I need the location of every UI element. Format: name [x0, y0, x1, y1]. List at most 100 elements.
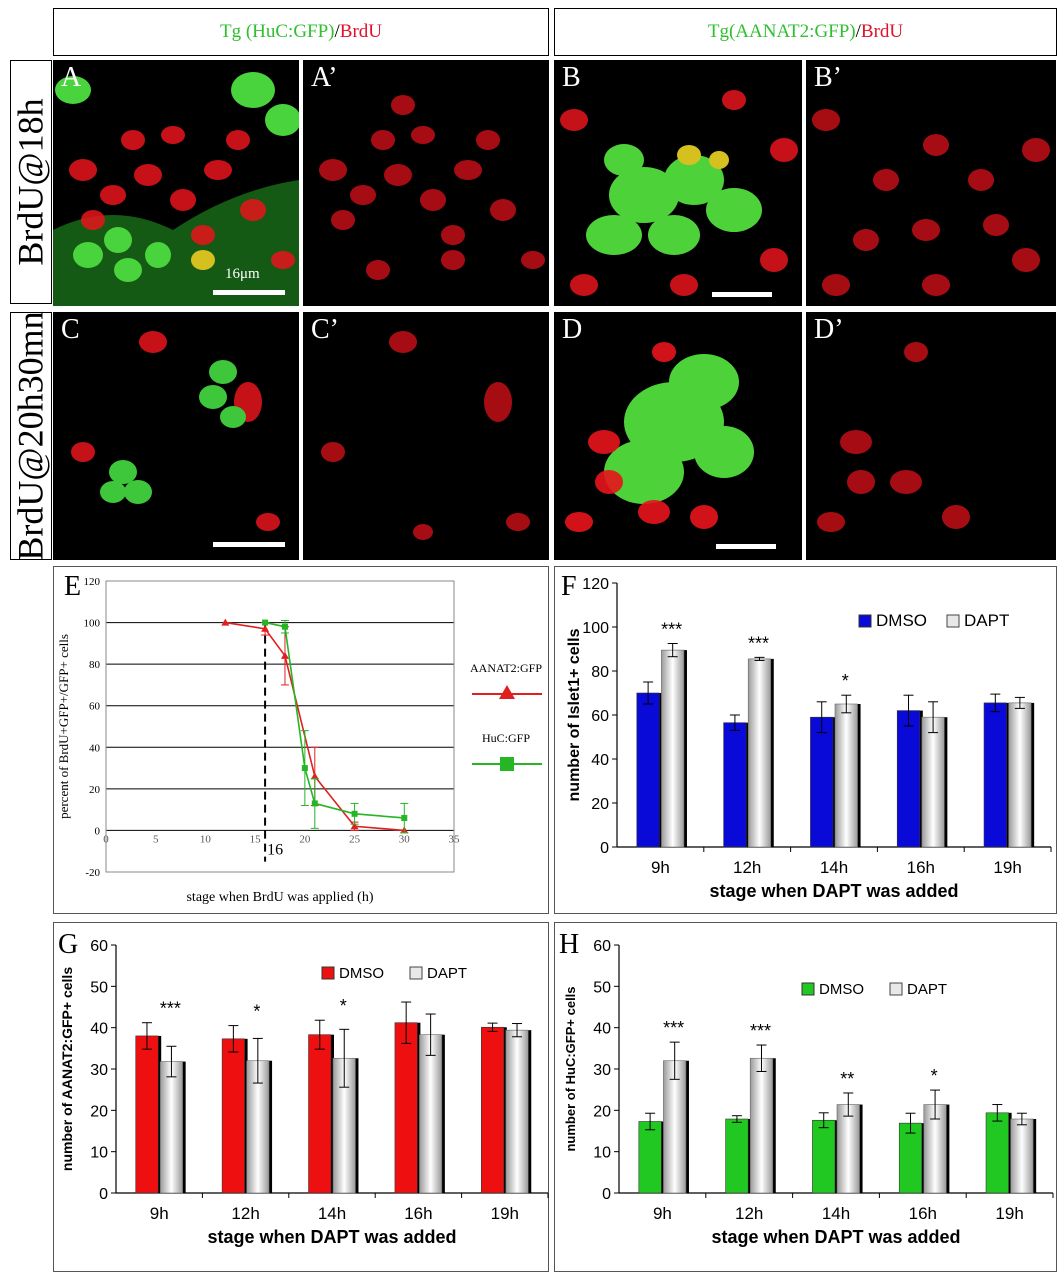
- panel-label-C: C: [61, 314, 80, 345]
- chart-F-category-label: 19h: [993, 858, 1021, 877]
- chart-H-significance: *: [931, 1066, 938, 1086]
- chart-G-legend-swatch: [409, 966, 423, 980]
- chart-F-ytick: 20: [591, 796, 609, 813]
- chart-H-ytick: 50: [593, 979, 611, 996]
- chart-H-legend-swatch: [801, 982, 815, 996]
- panel-label-D-prime: D’: [814, 314, 844, 345]
- row-label-top: BrdU@18h: [10, 60, 52, 304]
- chart-F-ytick: 120: [582, 576, 609, 593]
- micrograph-A-prime-image: [319, 95, 545, 280]
- micrograph-B: B: [554, 60, 802, 306]
- header-right: Tg(AANAT2:GFP) / BrdU: [554, 8, 1057, 56]
- chart-G-bar-dapt: [419, 1034, 443, 1194]
- chart-G-bar-dmso: [481, 1026, 505, 1194]
- chart-F-category-label: 12h: [733, 858, 761, 877]
- chart-F-category-label: 16h: [907, 858, 935, 877]
- chart-G-significance: *: [340, 996, 347, 1016]
- chart-E-xtick: 25: [349, 833, 361, 845]
- chart-E-point: [310, 772, 319, 780]
- chart-G-category-label: 16h: [404, 1204, 432, 1223]
- chart-E-legend-label: HuC:GFP: [482, 731, 530, 745]
- chart-H-significance: **: [840, 1069, 854, 1089]
- chart-G-category-label: 19h: [491, 1204, 519, 1223]
- chart-H-significance: ***: [750, 1021, 771, 1041]
- chart-G-category-label: 12h: [231, 1204, 259, 1223]
- chart-F-bar-dapt: [921, 716, 945, 848]
- header-right-tg: Tg(AANAT2:GFP): [707, 21, 856, 42]
- chart-E-legend-marker: [499, 685, 515, 699]
- chart-E-point: [281, 623, 288, 630]
- scale-label-A: 16μm: [225, 266, 260, 282]
- chart-G-bar-dmso: [308, 1034, 332, 1194]
- header-left: Tg (HuC:GFP) / BrdU: [53, 8, 549, 56]
- chart-G-category-label: 9h: [150, 1204, 169, 1223]
- panel-label-D: D: [562, 314, 583, 345]
- chart-E-point: [262, 619, 269, 626]
- chart-E-ytick: 60: [89, 701, 101, 713]
- chart-H-xlabel: stage when DAPT was added: [711, 1227, 960, 1247]
- header-left-tg: Tg (HuC:GFP): [219, 21, 335, 42]
- micrograph-C-prime-image: [321, 331, 530, 540]
- chart-E-xtick: 0: [103, 833, 109, 845]
- chart-H-ylabel: number of HuC:GFP+ cells: [563, 986, 578, 1151]
- chart-G-svg: G 0 10 20 30 40 50 60 9h *** 12h * 14h * 16h 19h DMSO DAP…: [58, 929, 549, 1247]
- chart-G-ytick: 10: [90, 1145, 108, 1162]
- chart-H-ytick: 30: [593, 1062, 611, 1079]
- chart-G-ytick: 40: [90, 1021, 108, 1038]
- chart-E-svg: E -20 0 20 40 60 80 100 120 0 5 10 15 20 25 30 35 16 AANAT…: [56, 571, 542, 905]
- chart-G-legend-swatch: [321, 966, 335, 980]
- chart-E-point: [401, 814, 408, 821]
- header-left-sep: /: [334, 21, 340, 42]
- chart-H-legend-label: DAPT: [907, 981, 947, 998]
- micrograph-D-prime-image: [817, 342, 970, 532]
- micrograph-B-prime: B’: [806, 60, 1056, 306]
- micrograph-A: A 16μm: [53, 60, 299, 306]
- panel-label-A-prime: A’: [311, 62, 338, 93]
- chart-F-bar-dmso: [636, 692, 660, 848]
- chart-F-significance: ***: [748, 633, 769, 653]
- micrograph-B-prime-image: [812, 109, 1050, 296]
- chart-F-bar-dmso: [810, 716, 834, 848]
- chart-E-legend-label: AANAT2:GFP: [470, 661, 542, 675]
- chart-F-letter: F: [561, 571, 577, 602]
- chart-H-legend-swatch: [889, 982, 903, 996]
- chart-H-bar-dapt: [836, 1104, 860, 1194]
- chart-E-xtick: 30: [399, 833, 411, 845]
- chart-G-ytick: 60: [90, 938, 108, 955]
- micrograph-A-prime: A’: [303, 60, 549, 306]
- chart-F-xlabel: stage when DAPT was added: [709, 881, 958, 901]
- micrograph-C-prime: C’: [303, 312, 549, 560]
- chart-E-ytick: 80: [89, 659, 101, 671]
- micrograph-B-image: [560, 90, 798, 296]
- chart-E-point: [311, 800, 318, 807]
- chart-E-point: [350, 822, 359, 830]
- chart-G-ylabel: number of AANAT2:GFP+ cells: [59, 967, 75, 1171]
- chart-H-bar-dmso: [985, 1112, 1009, 1194]
- row-label-top-text: BrdU@18h: [11, 98, 51, 266]
- chart-E-xlabel: stage when BrdU was applied (h): [186, 890, 373, 905]
- chart-E-point: [351, 810, 358, 817]
- chart-H-category-label: 9h: [653, 1204, 672, 1223]
- chart-F-legend-swatch: [858, 614, 872, 628]
- chart-F-category-label: 9h: [651, 858, 670, 877]
- chart-G: G 0 10 20 30 40 50 60 9h *** 12h * 14h * 16h 19h DMSO DAP…: [53, 922, 549, 1272]
- chart-F-bar-dmso: [896, 710, 921, 848]
- chart-E-marker-label: 16: [267, 841, 283, 858]
- chart-F-ytick: 0: [600, 840, 609, 857]
- chart-G-significance: ***: [160, 999, 181, 1019]
- chart-G-legend-label: DAPT: [427, 965, 467, 982]
- chart-H-bar-dmso: [638, 1121, 662, 1194]
- chart-H-bar-dmso: [812, 1119, 836, 1194]
- chart-G-significance: *: [253, 1002, 260, 1022]
- chart-E: E -20 0 20 40 60 80 100 120 0 5 10 15 20 25 30 35 16 AANAT…: [53, 566, 549, 914]
- chart-E-point: [301, 765, 308, 772]
- micrograph-D-prime: D’: [806, 312, 1056, 560]
- chart-E-ytick: 40: [89, 742, 101, 754]
- chart-F-significance: *: [842, 671, 849, 691]
- micrograph-D-image: [565, 342, 754, 532]
- chart-G-bar-dmso: [135, 1035, 159, 1194]
- header-left-brdu: BrdU: [339, 21, 383, 42]
- chart-G-ytick: 20: [90, 1103, 108, 1120]
- scale-bar-C: [213, 542, 285, 547]
- panel-label-B-prime: B’: [814, 62, 842, 93]
